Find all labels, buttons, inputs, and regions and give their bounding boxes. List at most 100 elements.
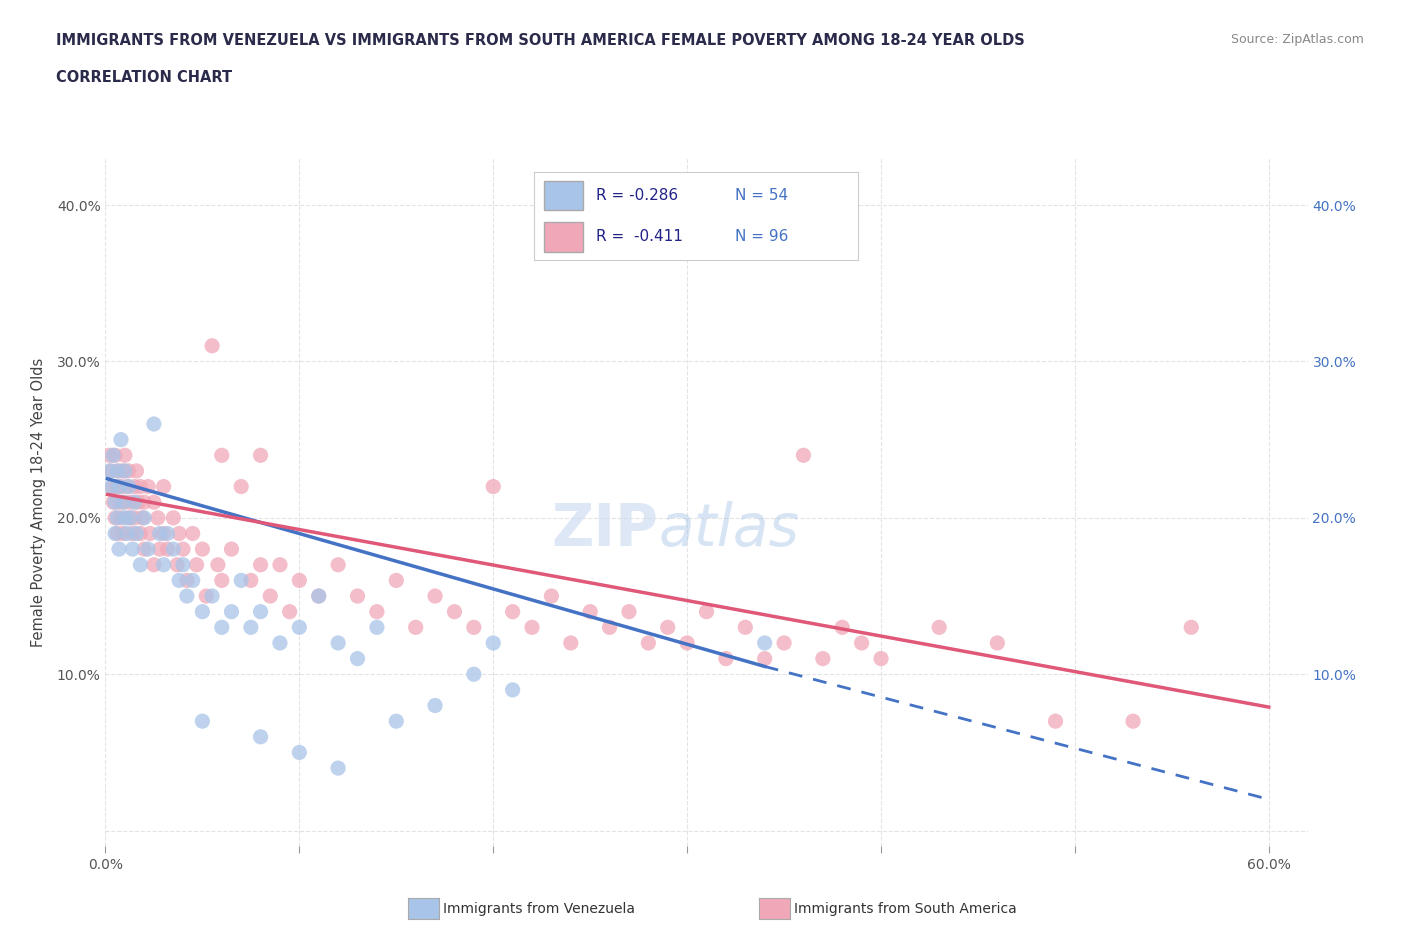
Point: [114, 511, 136, 525]
Point: [103, 495, 125, 510]
Point: [121, 526, 143, 541]
Point: [149, 526, 172, 541]
Point: [172, 557, 194, 572]
Point: [134, 495, 156, 510]
Point: [637, 635, 659, 650]
Point: [754, 651, 776, 666]
Point: [326, 761, 349, 776]
Point: [599, 620, 621, 635]
Point: [540, 589, 562, 604]
Point: [125, 526, 148, 541]
Text: IMMIGRANTS FROM VENEZUELA VS IMMIGRANTS FROM SOUTH AMERICA FEMALE POVERTY AMONG : IMMIGRANTS FROM VENEZUELA VS IMMIGRANTS …: [56, 33, 1025, 47]
Point: [1045, 713, 1067, 728]
Point: [520, 620, 543, 635]
Point: [1180, 620, 1202, 635]
Point: [346, 589, 368, 604]
Point: [121, 541, 143, 556]
Point: [249, 604, 271, 619]
Point: [249, 448, 271, 463]
Point: [195, 589, 218, 604]
Point: [239, 620, 262, 635]
Point: [811, 651, 834, 666]
Point: [288, 573, 311, 588]
Point: [142, 417, 165, 432]
Point: [120, 511, 142, 525]
Point: [139, 526, 162, 541]
Point: [928, 620, 950, 635]
FancyBboxPatch shape: [544, 222, 582, 252]
Point: [108, 541, 131, 556]
Point: [201, 339, 224, 353]
Point: [831, 620, 853, 635]
Point: [211, 573, 233, 588]
Point: [108, 495, 131, 510]
Point: [278, 604, 301, 619]
Point: [443, 604, 465, 619]
Point: [259, 589, 281, 604]
Point: [103, 448, 125, 463]
Point: [110, 479, 132, 494]
Point: [308, 589, 330, 604]
Point: [502, 683, 524, 698]
Point: [676, 635, 699, 650]
Point: [136, 541, 159, 556]
Point: [114, 463, 136, 478]
Point: [366, 604, 388, 619]
Point: [104, 526, 127, 541]
Point: [239, 573, 262, 588]
Point: [100, 463, 122, 478]
Point: [181, 526, 204, 541]
Point: [120, 495, 142, 510]
Point: [482, 635, 505, 650]
Point: [181, 573, 204, 588]
Point: [366, 620, 388, 635]
Point: [98, 448, 121, 463]
Point: [176, 573, 198, 588]
Point: [131, 511, 153, 525]
Point: [105, 463, 128, 478]
Point: [231, 479, 253, 494]
Text: atlas: atlas: [658, 501, 800, 558]
Point: [105, 526, 128, 541]
Point: [118, 463, 141, 478]
Point: [201, 589, 224, 604]
Text: R = -0.286: R = -0.286: [596, 189, 678, 204]
Point: [221, 541, 243, 556]
Point: [162, 541, 184, 556]
Point: [346, 651, 368, 666]
Point: [156, 541, 179, 556]
Point: [405, 620, 427, 635]
Text: ZIP: ZIP: [551, 501, 658, 558]
Point: [118, 511, 141, 525]
Point: [870, 651, 893, 666]
Point: [560, 635, 582, 650]
Point: [423, 698, 446, 713]
Point: [308, 589, 330, 604]
Point: [221, 604, 243, 619]
Point: [326, 557, 349, 572]
Point: [114, 495, 136, 510]
Point: [103, 479, 125, 494]
Point: [110, 432, 132, 447]
Point: [288, 745, 311, 760]
Point: [111, 463, 134, 478]
Point: [125, 463, 148, 478]
Point: [696, 604, 718, 619]
Point: [617, 604, 640, 619]
Point: [149, 541, 172, 556]
Point: [851, 635, 873, 650]
Point: [986, 635, 1008, 650]
Point: [657, 620, 679, 635]
Text: Immigrants from South America: Immigrants from South America: [794, 901, 1017, 916]
Point: [108, 479, 131, 494]
Point: [104, 495, 127, 510]
Point: [111, 526, 134, 541]
Text: N = 54: N = 54: [735, 189, 787, 204]
Point: [423, 589, 446, 604]
Text: Source: ZipAtlas.com: Source: ZipAtlas.com: [1230, 33, 1364, 46]
Text: CORRELATION CHART: CORRELATION CHART: [56, 70, 232, 85]
Point: [249, 729, 271, 744]
Point: [482, 479, 505, 494]
Point: [146, 511, 169, 525]
Point: [152, 526, 174, 541]
